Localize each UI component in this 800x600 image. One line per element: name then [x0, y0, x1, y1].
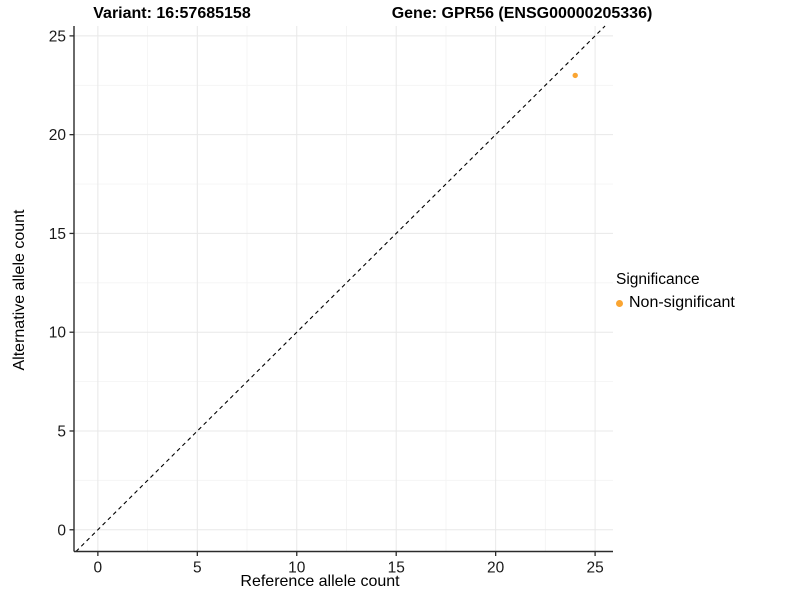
variant-title: Variant: 16:57685158: [93, 5, 251, 22]
x-tick-label: 0: [94, 560, 103, 577]
y-tick-label: 5: [57, 423, 66, 440]
x-tick-label: 15: [388, 560, 405, 577]
y-tick-label: 25: [49, 28, 66, 45]
y-axis-label: Alternative allele count: [11, 209, 28, 371]
y-tick-label: 10: [49, 325, 67, 342]
grid-major: [74, 26, 613, 552]
legend-point-icon: [616, 299, 623, 307]
legend-item-non-significant: Non-significant: [616, 294, 735, 312]
y-tick-label: 0: [57, 522, 66, 539]
x-tick-label: 20: [487, 560, 505, 577]
y-tick-label: 20: [49, 127, 67, 144]
tick-labels: 0 5 10 15 20 25 0 5 10 15 20 25: [49, 28, 604, 576]
axis-lines: [73, 26, 613, 553]
identity-reference-line: [75, 25, 606, 552]
legend-item-label: Non-significant: [629, 294, 735, 311]
x-tick-label: 10: [288, 560, 306, 577]
y-tick-label: 15: [49, 226, 66, 243]
legend: Significance Non-significant: [616, 271, 735, 312]
x-tick-label: 5: [193, 560, 202, 577]
data-point: [572, 72, 578, 79]
x-axis-label: Reference allele count: [240, 573, 400, 590]
legend-title: Significance: [616, 271, 700, 288]
grid-minor: [74, 26, 613, 552]
x-tick-label: 25: [586, 560, 603, 577]
gene-title: Gene: GPR56 (ENSG00000205336): [391, 5, 653, 22]
tick-marks: [69, 35, 596, 556]
